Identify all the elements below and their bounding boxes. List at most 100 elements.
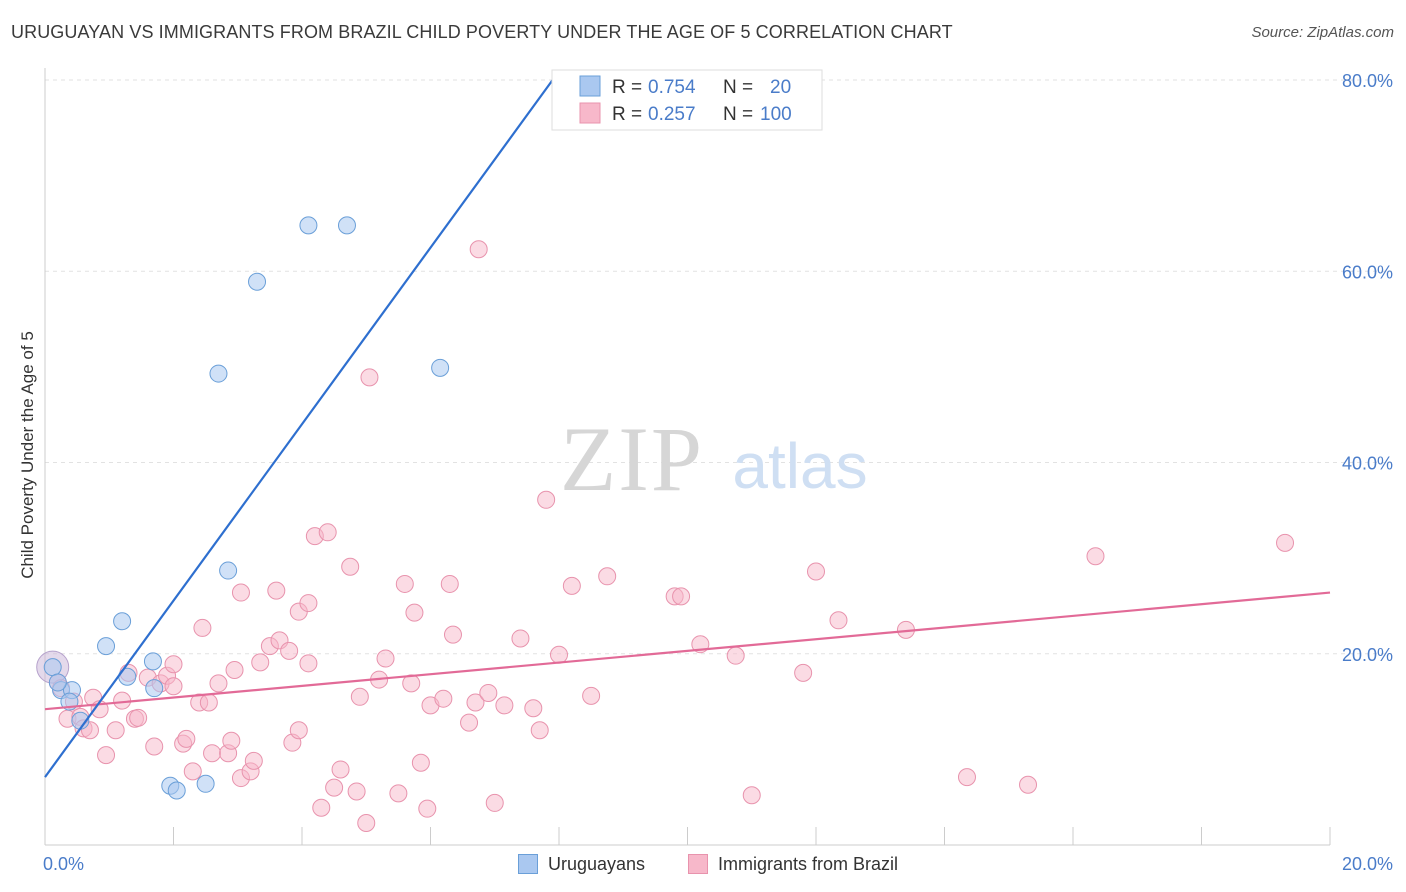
point-brazil <box>957 768 976 787</box>
y-tick-label: 20.0% <box>1342 645 1393 665</box>
point-brazil <box>726 646 745 665</box>
trend-lines <box>44 79 1331 778</box>
stats-n-label-1: N = <box>723 77 753 98</box>
point-brazil <box>341 557 360 576</box>
legend-label-brazil: Immigrants from Brazil <box>718 854 899 874</box>
legend-label-uruguayans: Uruguayans <box>548 854 646 874</box>
stats-r-value-2: 0.257 <box>648 104 696 125</box>
point-brazil <box>530 721 549 740</box>
point-brazil <box>672 587 691 606</box>
point-brazil <box>418 799 437 818</box>
point-brazil <box>598 567 617 586</box>
point-brazil <box>231 583 250 602</box>
point-brazil <box>312 798 331 817</box>
point-brazil <box>1276 533 1295 552</box>
point-uruguayans <box>97 637 116 656</box>
stats-r-label-1: R = <box>612 77 642 98</box>
point-brazil <box>299 654 318 673</box>
point-brazil <box>829 611 848 630</box>
point-brazil <box>794 663 813 682</box>
point-uruguayans <box>219 561 238 580</box>
point-brazil <box>183 762 202 781</box>
point-brazil <box>251 653 270 672</box>
point-brazil <box>129 708 148 727</box>
point-brazil <box>495 696 514 715</box>
chart-title: URUGUAYAN VS IMMIGRANTS FROM BRAZIL CHIL… <box>11 22 953 42</box>
stats-r-value-1: 0.754 <box>648 77 696 98</box>
point-brazil <box>550 645 568 664</box>
point-brazil <box>145 737 164 756</box>
axes <box>44 68 1331 846</box>
point-brazil <box>193 618 212 637</box>
point-brazil <box>357 814 376 833</box>
series-immigrants-from-brazil-points <box>48 240 1295 833</box>
x-tick-label: 0.0% <box>43 854 84 874</box>
point-uruguayans <box>167 781 186 800</box>
point-brazil <box>360 368 379 387</box>
point-brazil <box>537 490 556 509</box>
point-uruguayans <box>337 216 356 235</box>
point-brazil <box>405 603 424 622</box>
point-uruguayans <box>299 216 318 235</box>
point-brazil <box>209 674 228 693</box>
point-brazil <box>376 649 395 668</box>
legend-swatch-brazil <box>688 854 708 874</box>
point-brazil <box>177 729 196 748</box>
point-brazil <box>325 778 344 797</box>
point-brazil <box>434 689 453 708</box>
point-uruguayans <box>431 358 450 377</box>
point-brazil <box>460 713 479 732</box>
point-brazil <box>742 786 761 805</box>
point-brazil <box>1086 547 1105 566</box>
point-brazil <box>511 629 530 648</box>
point-brazil <box>807 562 825 581</box>
x-tick-label: 20.0% <box>1342 854 1393 874</box>
stats-swatch-uruguayans <box>579 75 601 97</box>
point-brazil <box>164 655 183 674</box>
point-uruguayans <box>248 272 267 291</box>
point-brazil <box>106 721 125 740</box>
point-uruguayans <box>196 774 215 793</box>
tick-labels: 20.0% 40.0% 60.0% 80.0% 0.0% 20.0% <box>43 71 1393 874</box>
point-brazil <box>350 687 369 706</box>
point-brazil <box>524 699 543 718</box>
point-brazil <box>225 661 244 680</box>
point-uruguayans <box>48 673 67 692</box>
watermark: ZIP atlas <box>560 408 868 510</box>
point-brazil <box>97 746 116 765</box>
point-brazil <box>318 523 337 542</box>
point-brazil <box>479 683 498 702</box>
watermark-zip: ZIP <box>560 408 704 510</box>
point-brazil <box>440 574 459 593</box>
point-brazil <box>443 625 462 644</box>
point-brazil <box>395 574 414 593</box>
trend-line-brazil <box>44 591 1331 711</box>
point-uruguayans <box>113 612 132 631</box>
point-brazil <box>280 641 299 660</box>
point-brazil <box>244 751 263 770</box>
stats-box: R = 0.754 N = 20 R = 0.257 N = 100 <box>551 69 823 131</box>
point-uruguayans <box>143 652 162 671</box>
gridlines <box>45 79 1392 655</box>
stats-n-value-1: 20 <box>770 77 791 98</box>
point-brazil <box>164 677 183 696</box>
point-brazil <box>562 576 581 595</box>
legend-swatch-uruguayans <box>518 854 538 874</box>
series-uruguayans-points <box>36 216 450 800</box>
stats-n-value-2: 100 <box>760 104 792 125</box>
point-brazil <box>582 686 601 705</box>
y-tick-label: 80.0% <box>1342 71 1393 91</box>
point-uruguayans <box>145 679 164 698</box>
point-brazil <box>485 793 504 812</box>
point-uruguayans <box>43 658 62 677</box>
stats-swatch-brazil <box>579 102 601 124</box>
point-brazil <box>331 760 350 779</box>
point-brazil <box>347 782 366 801</box>
watermark-atlas: atlas <box>732 430 867 502</box>
stats-n-label-2: N = <box>723 104 753 125</box>
point-brazil <box>466 693 485 712</box>
stats-r-label-2: R = <box>612 104 642 125</box>
point-brazil <box>222 731 241 750</box>
y-tick-label: 60.0% <box>1342 262 1393 282</box>
